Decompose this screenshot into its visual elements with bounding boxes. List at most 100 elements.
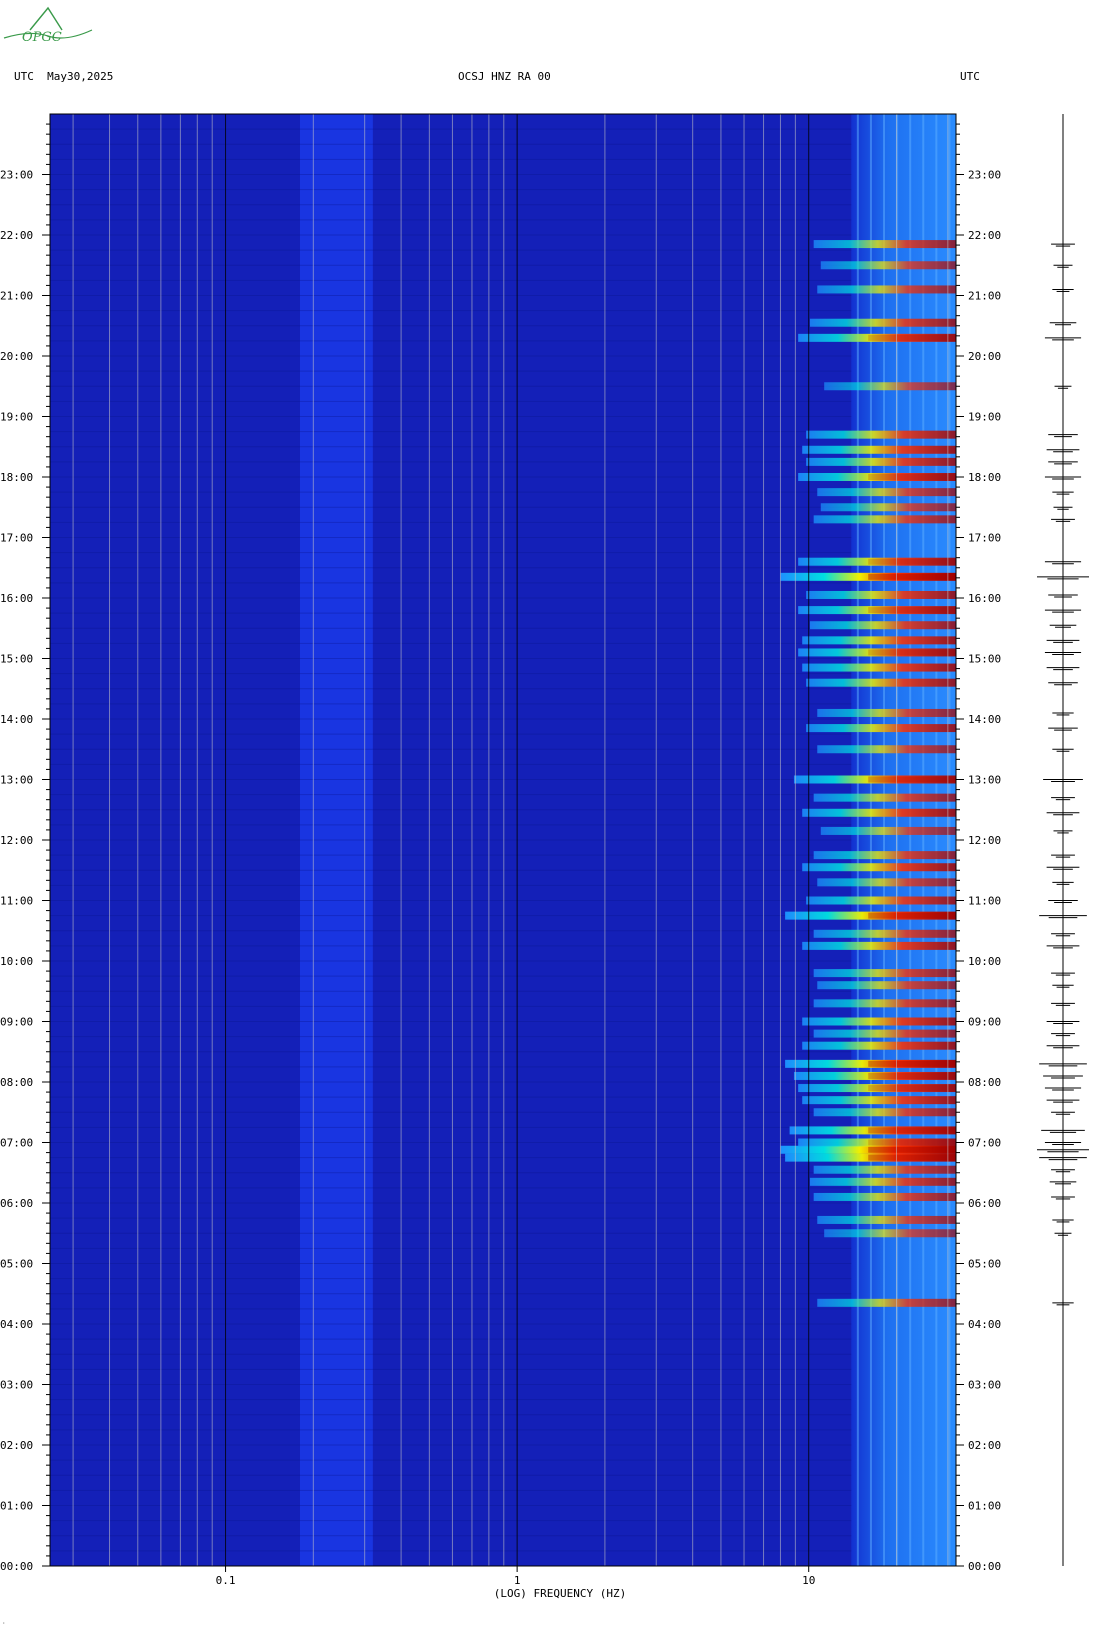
event-band: [813, 1108, 956, 1117]
y-tick-label-right: 07:00: [968, 1137, 1001, 1150]
event-band: [820, 503, 956, 512]
y-tick-label-right: 10:00: [968, 955, 1001, 968]
event-band-fill: [780, 572, 956, 581]
event-band-fill: [820, 826, 956, 835]
y-tick-label-left: 12:00: [0, 834, 33, 847]
y-tick-label-left: 09:00: [0, 1016, 33, 1029]
event-band-fill: [798, 473, 956, 481]
event-band: [809, 1177, 956, 1186]
y-tick-label-right: 08:00: [968, 1076, 1001, 1089]
event-band-fill: [824, 1229, 956, 1238]
y-tick-label-right: 13:00: [968, 774, 1001, 787]
event-band: [793, 775, 956, 784]
opgc-logo: OPGC: [3, 6, 93, 45]
event-band-fill: [806, 896, 956, 905]
y-tick-label-left: 07:00: [0, 1137, 33, 1150]
event-band: [813, 240, 956, 249]
y-tick-label-right: 11:00: [968, 895, 1001, 908]
y-tick-label-right: 09:00: [968, 1016, 1001, 1029]
y-tick-label-left: 03:00: [0, 1379, 33, 1392]
event-band-core: [868, 1139, 956, 1146]
event-band: [817, 1215, 956, 1224]
event-band-fill: [813, 1165, 956, 1174]
header-station-label: OCSJ HNZ RA 00: [458, 70, 551, 83]
y-tick-label-left: 21:00: [0, 290, 33, 303]
event-band-fill: [817, 708, 956, 717]
event-band-fill: [813, 999, 956, 1008]
x-tick-label: 10: [802, 1574, 815, 1587]
event-band: [824, 1229, 956, 1238]
event-band: [780, 1145, 956, 1154]
event-band-fill: [813, 793, 956, 802]
y-tick-label-left: 20:00: [0, 350, 33, 363]
x-tick-label: 0.1: [216, 1574, 236, 1587]
event-band: [806, 678, 956, 687]
x-tick-label: 1: [514, 1574, 521, 1587]
y-tick-label-left: 02:00: [0, 1439, 33, 1452]
event-band: [824, 382, 956, 391]
event-band-fill: [789, 1126, 956, 1135]
event-band-fill: [802, 941, 956, 950]
event-band: [806, 457, 956, 466]
logo-text: OPGC: [22, 30, 62, 45]
event-band-fill: [798, 606, 956, 615]
y-tick-label-left: 19:00: [0, 411, 33, 424]
event-band: [802, 863, 956, 872]
event-band-fill: [793, 1071, 956, 1080]
event-band-fill: [802, 663, 956, 672]
event-band-core: [868, 1154, 956, 1161]
event-band: [802, 445, 956, 454]
event-band-fill: [813, 1192, 956, 1201]
event-band-fill: [802, 1017, 956, 1026]
event-band-fill: [809, 318, 956, 327]
event-band: [798, 473, 956, 481]
event-band-fill: [785, 1153, 956, 1162]
event-band: [806, 896, 956, 905]
event-band-fill: [802, 1041, 956, 1050]
event-band: [798, 648, 956, 657]
event-band-fill: [820, 261, 956, 270]
y-tick-label-right: 01:00: [968, 1500, 1001, 1513]
event-band: [817, 708, 956, 717]
event-band-fill: [806, 590, 956, 599]
y-tick-label-right: 17:00: [968, 532, 1001, 545]
event-band: [785, 1059, 956, 1068]
y-tick-label-left: 04:00: [0, 1318, 33, 1331]
y-tick-label-left: 10:00: [0, 955, 33, 968]
event-band: [809, 318, 956, 327]
y-tick-label-right: 03:00: [968, 1379, 1001, 1392]
event-band: [798, 333, 956, 342]
event-band: [813, 929, 956, 938]
y-tick-label-left: 00:00: [0, 1560, 33, 1573]
event-band-fill: [813, 851, 956, 860]
y-tick-label-left: 14:00: [0, 713, 33, 726]
event-band-fill: [820, 503, 956, 512]
event-band-core: [868, 573, 956, 580]
high-frequency-band: [851, 114, 956, 1566]
event-band: [813, 851, 956, 860]
event-band-core: [868, 776, 956, 783]
y-tick-label-right: 20:00: [968, 350, 1001, 363]
event-band: [785, 911, 956, 920]
y-tick-label-left: 22:00: [0, 229, 33, 242]
event-band: [817, 981, 956, 990]
header-left-label: UTC May30,2025: [14, 70, 114, 83]
event-band-fill: [809, 621, 956, 630]
event-band-core: [868, 558, 956, 565]
spectrogram-background: [50, 114, 956, 1566]
y-tick-label-left: 18:00: [0, 471, 33, 484]
event-band: [802, 1017, 956, 1026]
x-axis-label: (LOG) FREQUENCY (HZ): [493, 1587, 627, 1600]
event-band: [813, 793, 956, 802]
event-band: [806, 430, 956, 439]
event-band: [817, 878, 956, 887]
event-band-fill: [813, 1029, 956, 1038]
event-band-core: [868, 474, 956, 480]
event-band-core: [868, 649, 956, 656]
event-band: [817, 745, 956, 754]
event-band: [817, 285, 956, 294]
y-tick-label-right: 18:00: [968, 471, 1001, 484]
y-tick-label-left: 11:00: [0, 895, 33, 908]
event-band: [813, 515, 956, 524]
